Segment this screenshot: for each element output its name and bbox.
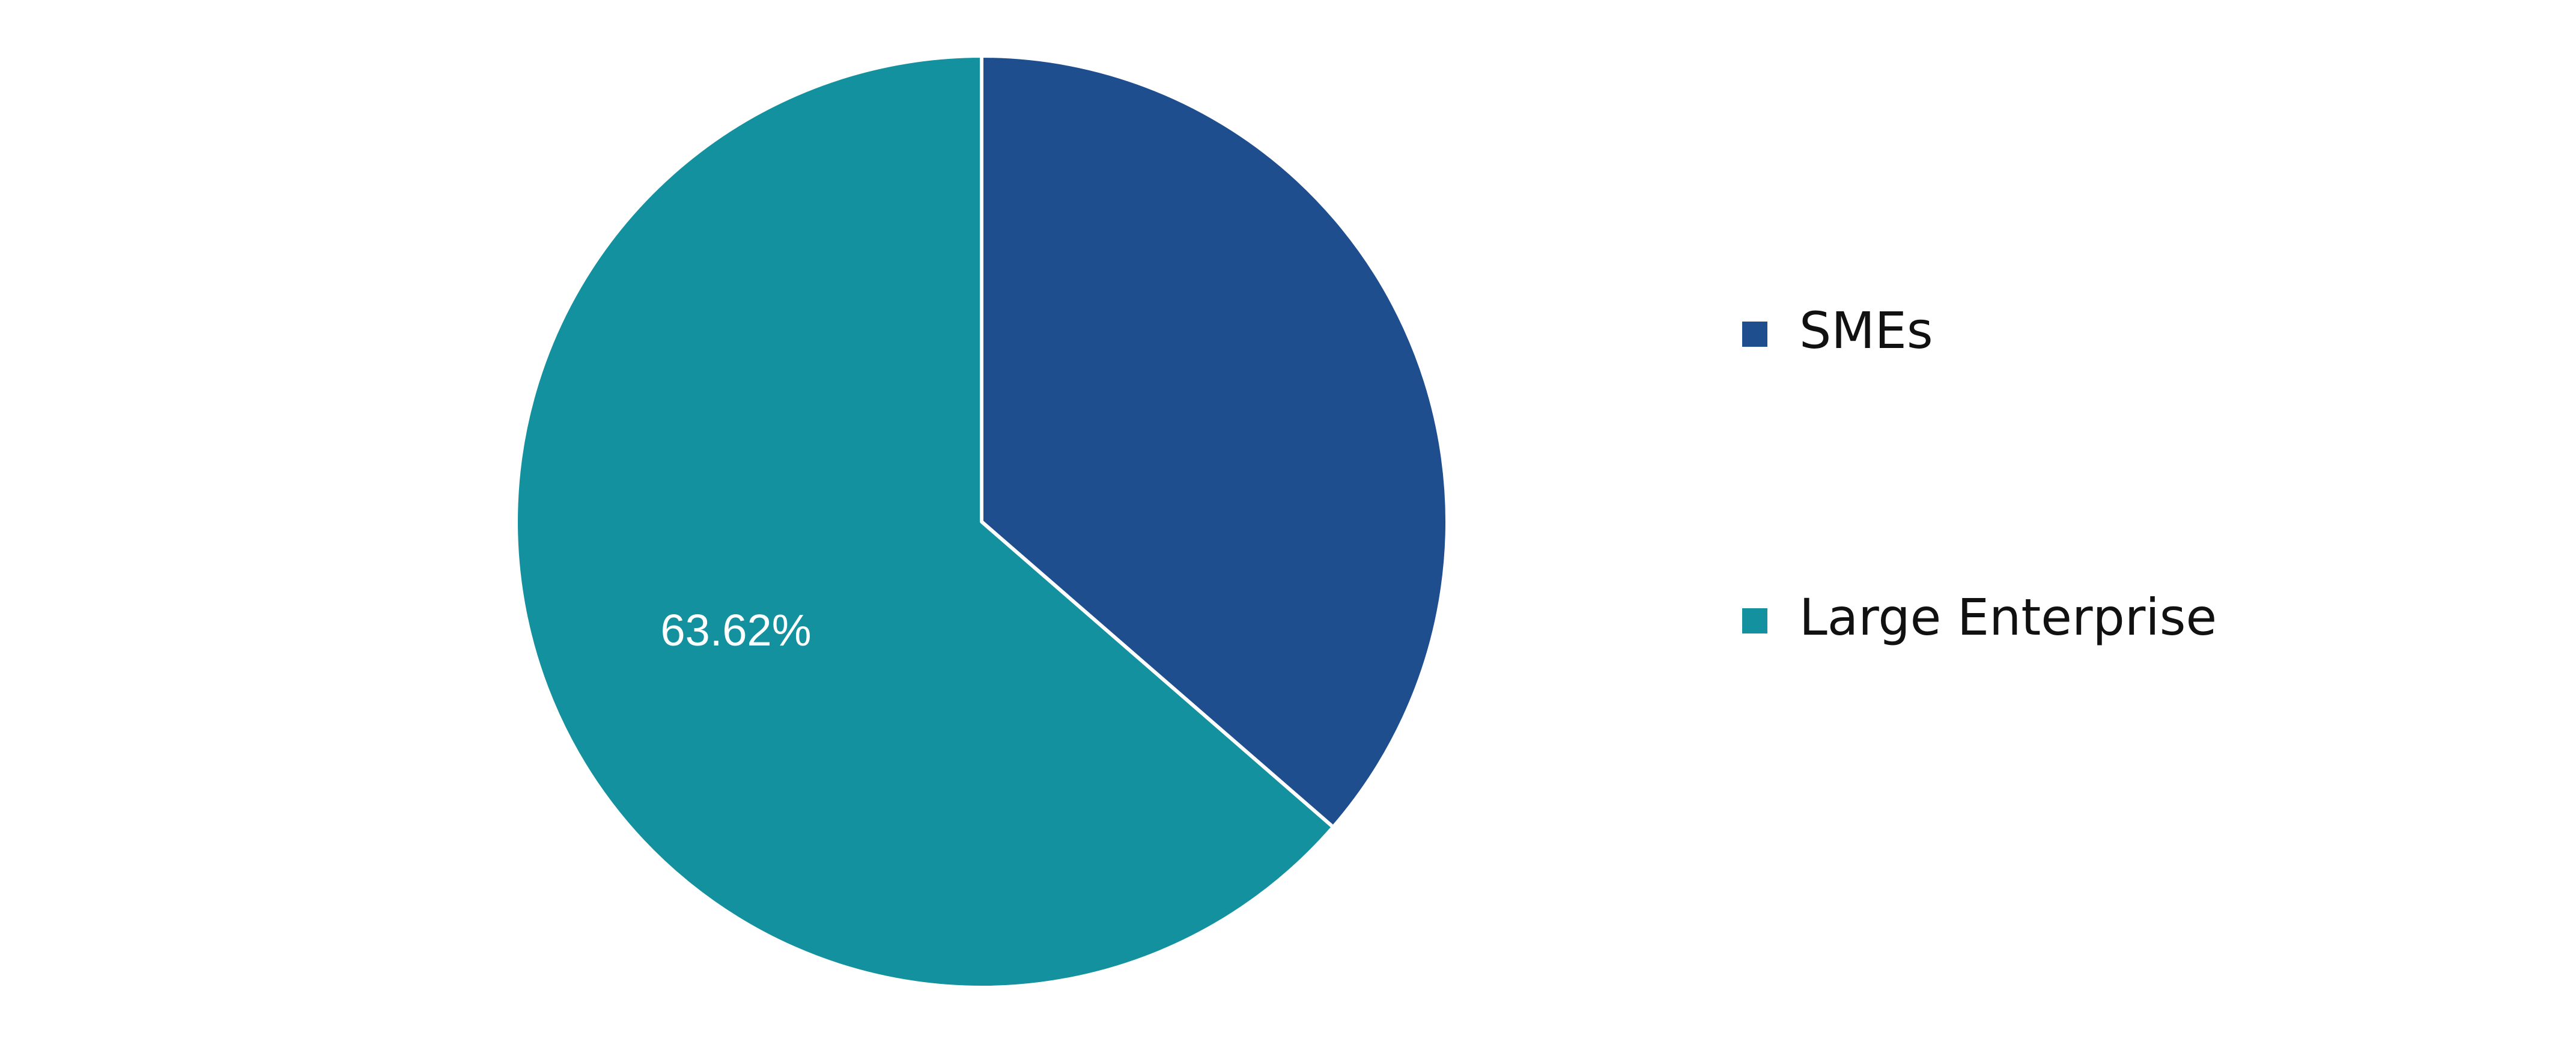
legend-item-large-enterprise: Large Enterprise [1742, 588, 2217, 647]
data-label-large-enterprise: 63.62% [661, 605, 812, 655]
pie-data-labels: 63.62% [661, 605, 812, 655]
legend-swatch [1742, 322, 1767, 347]
legend-label: Large Enterprise [1799, 588, 2217, 647]
legend: SMEs Large Enterprise [1742, 301, 2217, 647]
pie-slices [514, 54, 1449, 989]
legend-label: SMEs [1799, 301, 1933, 360]
legend-swatch [1742, 608, 1767, 633]
pie-slice-smes [980, 54, 1449, 829]
pie-slice-large-enterprise [514, 54, 1335, 989]
legend-item-smes: SMEs [1742, 301, 1933, 360]
